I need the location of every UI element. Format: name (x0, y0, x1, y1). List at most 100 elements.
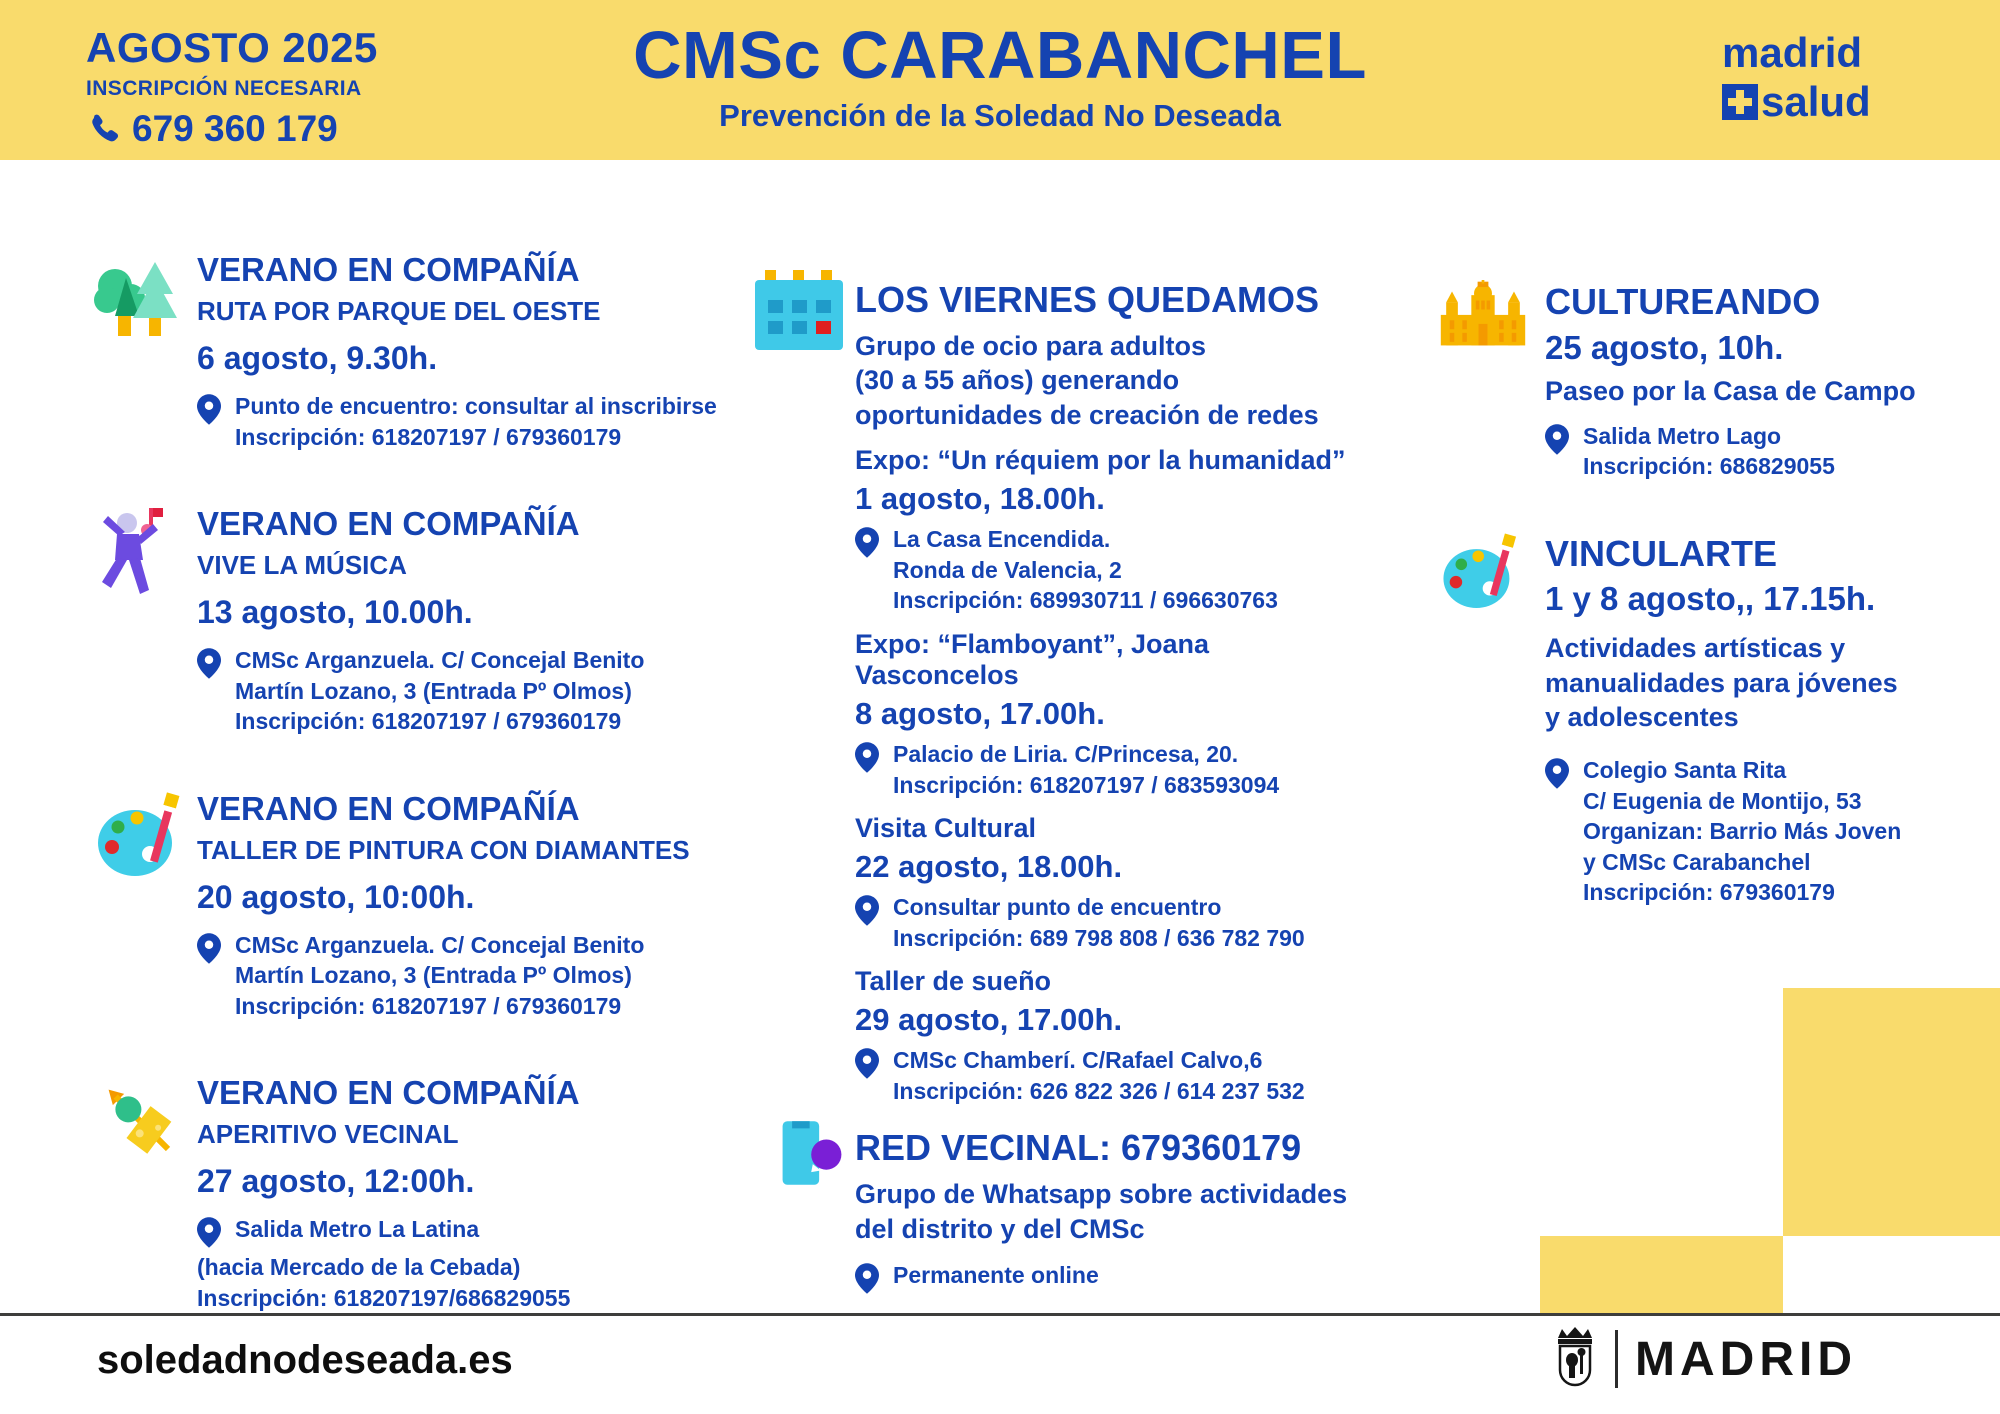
subevent-location: Consultar punto de encuentro Inscripción… (855, 892, 1375, 953)
subevent-visita-cultural: Visita Cultural 22 agosto, 18.00h. Consu… (855, 813, 1375, 953)
madrid-salud-logo: madrid salud (1722, 30, 1871, 125)
palace-icon (1439, 278, 1527, 353)
event-ruta-parque-oeste: VERANO EN COMPAÑÍA RUTA POR PARQUE DEL O… (94, 251, 757, 452)
subevent-date: 8 agosto, 17.00h. (855, 695, 1105, 731)
location-text: CMSc Arganzuela. C/ Concejal Benito Mart… (235, 647, 645, 735)
location-pin-icon (855, 742, 879, 773)
madrid-crest-icon (1558, 1327, 1592, 1387)
subevent-label: Expo: “Un réquiem por la humanidad” (855, 445, 1346, 476)
event-date: 6 agosto, 9.30h. (197, 339, 438, 376)
red-vecinal-location: Permanente online (855, 1260, 1375, 1294)
location-pin-icon (855, 895, 879, 926)
viernes-title: LOS VIERNES QUEDAMOS (855, 279, 1320, 320)
location-text: CMSc Chamberí. C/Rafael Calvo,6 Inscripc… (893, 1047, 1305, 1104)
red-vecinal-section: RED VECINAL: 679360179 Grupo de Whatsapp… (782, 1121, 1375, 1294)
page-title: CMSc CARABANCHEL (633, 18, 1367, 93)
subevent-label: Taller de sueño (855, 966, 1052, 997)
madrid-city-logo: MADRID (1552, 1326, 1857, 1392)
location-text: Palacio de Liria. C/Princesa, 20. Inscri… (893, 740, 1280, 798)
subevent-taller-sueno: Taller de sueño 29 agosto, 17.00h. CMSc … (855, 966, 1375, 1106)
vincularte-date: 1 y 8 agosto,, 17.15h. (1545, 580, 1876, 618)
madrid-salud-cross-icon (1722, 84, 1758, 121)
location-text: Salida Metro Lago Inscripción: 686829055 (1583, 422, 1835, 480)
subevent-location: La Casa Encendida. Ronda de Valencia, 2 … (855, 524, 1375, 616)
event-date: 13 agosto, 10.00h. (197, 594, 473, 631)
logo-divider-bar (1615, 1330, 1618, 1388)
location-text: La Casa Encendida. Ronda de Valencia, 2 … (893, 526, 1278, 614)
month-title: AGOSTO 2025 (86, 24, 378, 71)
location-pin-icon (1545, 758, 1569, 789)
event-location: Salida Metro La Latina (197, 1214, 757, 1249)
phone-chat-icon (781, 1116, 843, 1195)
palette-icon (1439, 532, 1521, 623)
subevent-label: Expo: “Flamboyant”, Joana Vasconcelos (855, 628, 1210, 690)
phone-number: 679 360 179 (132, 108, 338, 149)
location-pin-icon (197, 394, 221, 425)
madrid-wordmark: MADRID (1635, 1332, 1857, 1386)
location-pin-icon (855, 1048, 879, 1080)
event-subtitle: APERITIVO VECINAL (197, 1119, 459, 1150)
location-pin-icon (197, 933, 221, 964)
cultureando-title: CULTUREANDO (1545, 281, 1821, 322)
subevent-date: 1 agosto, 18.00h. (855, 481, 1105, 517)
middle-column: LOS VIERNES QUEDAMOS Grupo de ocio para … (755, 270, 1375, 1294)
palette-icon (93, 791, 185, 892)
viernes-section-head: LOS VIERNES QUEDAMOS (755, 270, 1375, 350)
decor-yellow-block-small (1540, 1236, 1783, 1313)
page-subtitle: Prevención de la Soledad No Deseada (719, 98, 1281, 133)
event-subtitle: TALLER DE PINTURA CON DIAMANTES (197, 834, 690, 865)
header-left: AGOSTO 2025 INSCRIPCIÓN NECESARIA 679 36… (86, 24, 378, 150)
cultureando-section: CULTUREANDO 25 agosto, 10h. Paseo por la… (1440, 278, 1995, 482)
event-title: VERANO EN COMPAÑÍA (197, 789, 580, 827)
subevent-expo-requiem: Expo: “Un réquiem por la humanidad” 1 ag… (855, 445, 1375, 616)
red-vecinal-description: Grupo de Whatsapp sobre actividades del … (855, 1179, 1348, 1244)
event-subtitle: RUTA POR PARQUE DEL OESTE (197, 295, 601, 326)
location-text: CMSc Arganzuela. C/ Concejal Benito Mart… (235, 931, 645, 1019)
madrid-salud-word: salud (1761, 78, 1871, 126)
event-date: 27 agosto, 12:00h. (197, 1163, 475, 1200)
location-text-continued: (hacia Mercado de la Cebada) Inscripción… (197, 1254, 571, 1312)
vincularte-title: VINCULARTE (1545, 532, 1777, 574)
madrid-salud-line1: madrid (1722, 29, 1863, 76)
subevent-expo-flamboyant: Expo: “Flamboyant”, Joana Vasconcelos 8 … (855, 629, 1375, 800)
header-phone: 679 360 179 (86, 108, 378, 150)
location-pin-icon (197, 648, 221, 679)
location-text: Colegio Santa Rita C/ Eugenia de Montijo… (1583, 756, 1902, 906)
event-title: VERANO EN COMPAÑÍA (197, 505, 580, 543)
madrid-salud-line2: salud (1722, 78, 1871, 126)
location-text: Punto de encuentro: consultar al inscrib… (235, 392, 717, 450)
location-pin-icon (855, 527, 879, 558)
phone-receiver-icon (92, 114, 119, 142)
subevent-location: CMSc Chamberí. C/Rafael Calvo,6 Inscripc… (855, 1045, 1375, 1106)
subevent-location: Palacio de Liria. C/Princesa, 20. Inscri… (855, 739, 1375, 800)
right-column: CULTUREANDO 25 agosto, 10h. Paseo por la… (1440, 278, 1995, 908)
inscription-note: INSCRIPCIÓN NECESARIA (86, 77, 362, 100)
decor-yellow-block-large (1783, 988, 2000, 1236)
vincularte-section: VINCULARTE 1 y 8 agosto,, 17.15h. Activi… (1443, 532, 1995, 908)
trees-icon (93, 252, 181, 349)
location-text: Consultar punto de encuentro Inscripción… (893, 894, 1305, 951)
cultureando-location: Salida Metro Lago Inscripción: 686829055 (1545, 421, 1995, 482)
event-location: Punto de encuentro: consultar al inscrib… (197, 391, 757, 452)
left-column: VERANO EN COMPAÑÍA RUTA POR PARQUE DEL O… (94, 251, 757, 1368)
location-text: Salida Metro La Latina (235, 1216, 480, 1243)
location-pin-icon (855, 1263, 879, 1294)
subevent-date: 22 agosto, 18.00h. (855, 849, 1123, 885)
cultureando-subtitle: Paseo por la Casa de Campo (1545, 375, 1916, 406)
header-band: AGOSTO 2025 INSCRIPCIÓN NECESARIA 679 36… (0, 0, 2000, 160)
viernes-description: Grupo de ocio para adultos (30 a 55 años… (855, 330, 1319, 430)
event-aperitivo-vecinal: VERANO EN COMPAÑÍA APERITIVO VECINAL 27 … (108, 1074, 757, 1313)
calendar-icon (755, 270, 843, 359)
red-vecinal-title: RED VECINAL: 679360179 (855, 1127, 1302, 1169)
footer-website: soledadnodeseada.es (97, 1338, 513, 1382)
event-vive-la-musica: VERANO EN COMPAÑÍA VIVE LA MÚSICA 13 ago… (102, 505, 757, 737)
vincularte-description: Actividades artísticas y manualidades pa… (1545, 633, 1898, 733)
location-pin-icon (197, 1217, 221, 1249)
appetizer-skewer-icon (93, 1075, 185, 1170)
event-title: VERANO EN COMPAÑÍA (197, 1074, 580, 1112)
event-date: 20 agosto, 10:00h. (197, 878, 475, 915)
dancing-person-icon (93, 506, 173, 607)
subevent-label: Visita Cultural (855, 813, 1037, 844)
header-center: CMSc CARABANCHEL Prevención de la Soleda… (510, 22, 1490, 134)
